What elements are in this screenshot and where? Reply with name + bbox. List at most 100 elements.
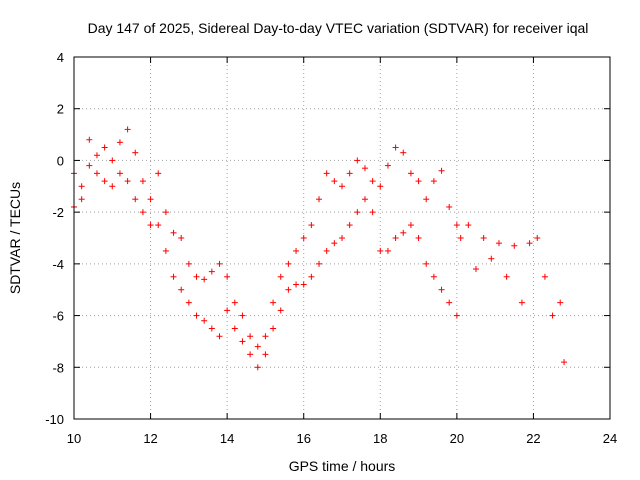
data-point bbox=[178, 286, 185, 293]
data-point bbox=[457, 235, 464, 241]
data-point bbox=[473, 266, 479, 273]
data-point bbox=[78, 183, 85, 190]
data-point bbox=[116, 170, 123, 177]
data-point bbox=[446, 203, 453, 210]
data-point bbox=[262, 333, 269, 340]
points-layer bbox=[71, 126, 568, 371]
data-point bbox=[116, 139, 123, 146]
data-point bbox=[430, 178, 437, 185]
data-point bbox=[339, 235, 345, 241]
data-point bbox=[254, 343, 261, 350]
data-point bbox=[369, 209, 376, 216]
x-tick-label: 22 bbox=[526, 431, 540, 446]
x-tick-label: 18 bbox=[373, 431, 387, 446]
data-point bbox=[453, 312, 460, 319]
data-point bbox=[480, 235, 487, 241]
data-point bbox=[86, 162, 93, 169]
data-point bbox=[384, 162, 391, 169]
data-point bbox=[270, 325, 277, 332]
data-point bbox=[216, 333, 223, 340]
data-point bbox=[208, 325, 215, 332]
x-tick-label: 16 bbox=[296, 431, 310, 446]
grid-layer bbox=[74, 57, 610, 419]
data-point bbox=[139, 209, 146, 216]
data-point bbox=[193, 273, 200, 280]
data-point bbox=[86, 136, 93, 143]
y-tick-label: -6 bbox=[52, 309, 64, 324]
data-point bbox=[518, 299, 525, 306]
data-point bbox=[407, 170, 414, 177]
data-point bbox=[423, 260, 430, 267]
data-point bbox=[339, 183, 345, 190]
data-point bbox=[354, 209, 361, 216]
data-point bbox=[147, 196, 154, 203]
data-point bbox=[323, 247, 330, 254]
data-point bbox=[361, 196, 368, 203]
data-point bbox=[93, 170, 100, 177]
data-point bbox=[377, 247, 384, 254]
y-tick-label: -8 bbox=[52, 360, 64, 375]
data-point bbox=[293, 281, 300, 288]
data-point bbox=[316, 260, 323, 267]
data-point bbox=[109, 183, 116, 190]
data-point bbox=[549, 312, 556, 319]
data-point bbox=[247, 351, 254, 358]
data-point bbox=[254, 364, 261, 371]
data-point bbox=[400, 149, 407, 156]
data-point bbox=[277, 273, 284, 280]
data-point bbox=[438, 286, 445, 293]
data-point bbox=[392, 235, 399, 241]
data-point bbox=[561, 359, 568, 366]
data-point bbox=[369, 178, 376, 185]
data-point bbox=[488, 255, 495, 262]
x-tick-label: 10 bbox=[67, 431, 81, 446]
data-point bbox=[247, 333, 254, 340]
data-point bbox=[308, 222, 315, 229]
y-tick-label: -4 bbox=[52, 257, 64, 272]
data-point bbox=[346, 222, 353, 229]
data-point bbox=[124, 178, 131, 185]
data-point bbox=[277, 307, 284, 314]
data-point bbox=[300, 281, 307, 288]
x-tick-label: 24 bbox=[603, 431, 617, 446]
data-point bbox=[132, 149, 139, 156]
data-point bbox=[438, 167, 445, 174]
data-point bbox=[541, 273, 548, 280]
data-point bbox=[124, 126, 131, 133]
data-point bbox=[557, 299, 564, 306]
data-point bbox=[430, 273, 437, 280]
data-point bbox=[495, 240, 502, 247]
plot-frame bbox=[73, 56, 611, 420]
data-point bbox=[526, 240, 533, 247]
data-point bbox=[361, 165, 368, 172]
data-point bbox=[93, 152, 100, 159]
data-point bbox=[231, 299, 238, 306]
data-point bbox=[224, 307, 231, 314]
y-tick-label: -10 bbox=[45, 412, 64, 427]
data-point bbox=[323, 170, 330, 177]
data-point bbox=[101, 144, 108, 151]
data-point bbox=[331, 178, 338, 185]
data-point bbox=[270, 299, 277, 306]
data-point bbox=[170, 229, 177, 236]
chart-title: Day 147 of 2025, Sidereal Day-to-day VTE… bbox=[88, 20, 589, 36]
data-point bbox=[185, 299, 192, 306]
data-point bbox=[377, 183, 384, 190]
data-point bbox=[216, 260, 223, 267]
data-point bbox=[407, 222, 414, 229]
data-point bbox=[193, 312, 200, 319]
data-point bbox=[132, 196, 139, 203]
data-point bbox=[331, 240, 338, 247]
data-point bbox=[162, 209, 169, 216]
data-point bbox=[170, 273, 177, 280]
data-point bbox=[534, 235, 541, 241]
data-point bbox=[155, 222, 162, 229]
data-point bbox=[178, 235, 185, 241]
data-point bbox=[162, 247, 169, 254]
data-point bbox=[262, 351, 269, 358]
data-point bbox=[415, 235, 422, 241]
